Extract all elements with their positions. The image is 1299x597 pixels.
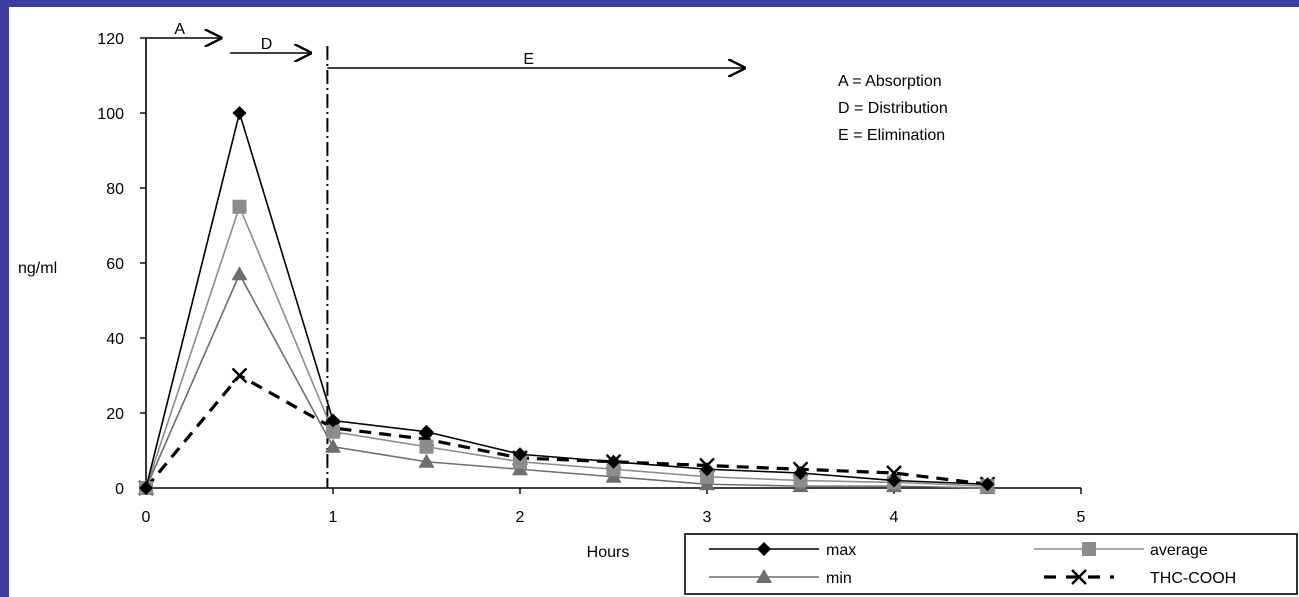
data-point-triangle xyxy=(325,438,341,453)
data-point-diamond xyxy=(419,424,434,439)
data-point-x xyxy=(1071,569,1087,585)
data-point-square xyxy=(513,454,527,469)
x-tick-label: 0 xyxy=(142,509,151,526)
phase-key-line: E = Elimination xyxy=(838,127,945,144)
data-point-square xyxy=(1082,542,1096,556)
x-tick-label: 2 xyxy=(516,509,525,526)
axes: 0 20 40 60 80 100 120 0 1 2 3 4 5 ng/ml Hours xyxy=(18,31,1086,561)
y-tick-label: 20 xyxy=(106,406,124,423)
series-thc-cooh xyxy=(138,367,996,496)
series-average xyxy=(139,199,995,495)
data-point-diamond xyxy=(757,542,771,556)
phase-key-line: A = Absorption xyxy=(838,73,942,90)
series-layer xyxy=(138,106,996,496)
data-point-diamond xyxy=(700,462,714,477)
x-tick-label: 5 xyxy=(1077,509,1086,526)
data-point-x xyxy=(231,367,248,384)
series-max xyxy=(139,106,995,495)
phase-key: A = Absorption D = Distribution E = Elimin… xyxy=(838,73,948,144)
legend-item-thc-cooh: THC-COOH xyxy=(1044,569,1236,587)
y-tick-label: 100 xyxy=(97,106,124,123)
legend-item-max: max xyxy=(709,542,856,559)
y-tick-label: 0 xyxy=(115,481,124,498)
phase-key-line: D = Distribution xyxy=(838,100,948,117)
series-line xyxy=(144,373,988,490)
data-point-square xyxy=(326,424,340,439)
data-point-square xyxy=(419,439,434,454)
data-point-diamond xyxy=(793,466,808,480)
legend-item-average: average xyxy=(1034,542,1208,559)
legend: max average min THC-COOH xyxy=(684,533,1298,595)
phase-annotations: A D E xyxy=(146,21,744,488)
data-point-triangle xyxy=(231,266,248,281)
data-point-diamond xyxy=(980,477,995,492)
series-line xyxy=(145,112,988,489)
data-point-diamond xyxy=(232,106,247,120)
y-tick-label: 120 xyxy=(97,31,124,48)
data-point-square xyxy=(700,469,714,484)
x-tick-label: 1 xyxy=(329,509,338,526)
legend-label: min xyxy=(826,570,852,587)
data-point-square xyxy=(793,473,808,488)
legend-box xyxy=(684,533,1298,595)
y-tick-label: 60 xyxy=(106,256,124,273)
x-tick-label: 3 xyxy=(703,509,712,526)
legend-label: THC-COOH xyxy=(1150,570,1236,587)
pk-line-chart: 0 20 40 60 80 100 120 0 1 2 3 4 5 ng/ml Hours A D E A = … xyxy=(18,21,1298,595)
data-point-diamond xyxy=(887,473,901,488)
phase-label: D xyxy=(261,36,273,53)
data-point-diamond xyxy=(139,481,153,495)
phase-label: E xyxy=(523,51,534,68)
legend-label: average xyxy=(1150,542,1208,559)
legend-label: max xyxy=(826,542,856,559)
data-point-diamond xyxy=(326,413,340,428)
phase-label: A xyxy=(174,21,185,38)
data-point-triangle xyxy=(418,453,435,468)
data-point-diamond xyxy=(513,447,527,462)
x-axis-title: Hours xyxy=(587,544,630,561)
data-point-triangle xyxy=(756,569,772,583)
data-point-square xyxy=(606,462,621,477)
y-tick-label: 80 xyxy=(106,181,124,198)
series-line xyxy=(145,273,988,489)
legend-item-min: min xyxy=(709,569,852,587)
chart-frame: 0 20 40 60 80 100 120 0 1 2 3 4 5 ng/ml Hours A D E A = … xyxy=(9,7,1299,597)
series-line xyxy=(145,205,988,489)
data-point-square xyxy=(232,199,247,214)
y-axis-title: ng/ml xyxy=(18,260,57,277)
data-point-diamond xyxy=(606,454,621,469)
y-tick-label: 40 xyxy=(106,331,124,348)
x-tick-label: 4 xyxy=(890,509,899,526)
